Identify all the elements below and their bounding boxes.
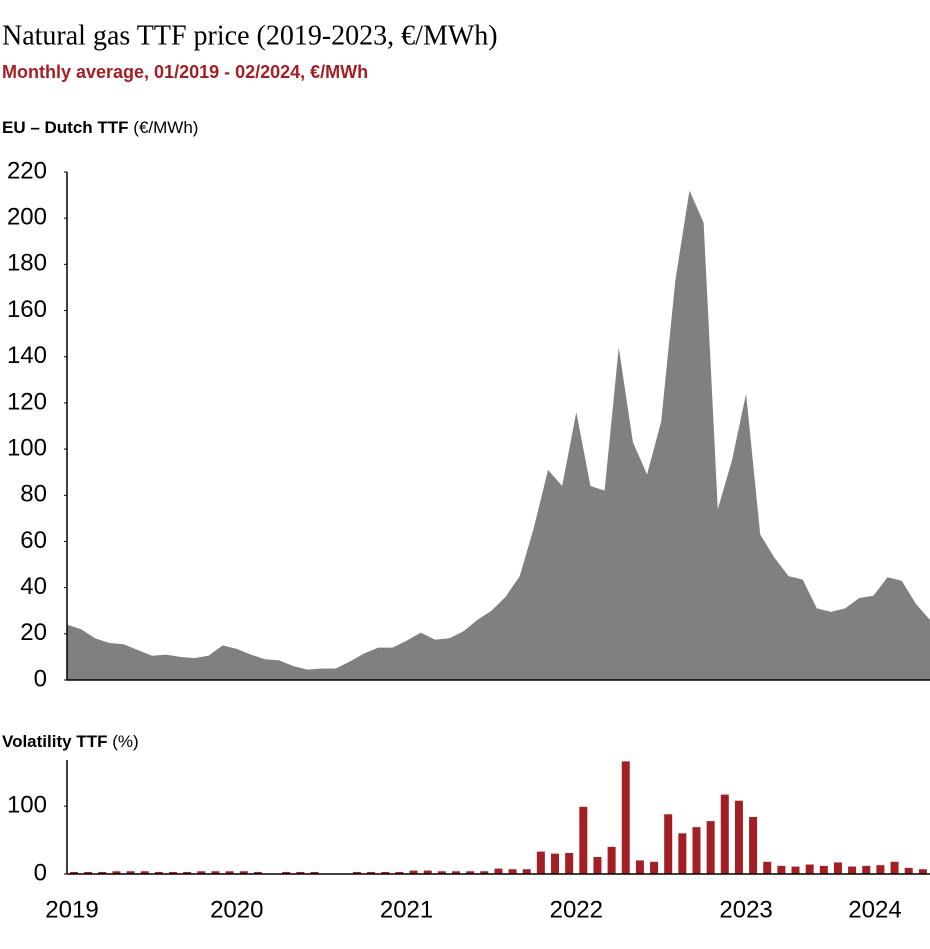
x-tick-label: 2020 [210,896,263,923]
bar [565,852,574,874]
y-tick-label: 200 [7,204,47,231]
y-tick-label: 0 [34,859,47,886]
bar [833,862,842,874]
bar [437,871,446,874]
bar [734,800,743,874]
bar [918,869,927,874]
bar [409,870,418,874]
bar [140,871,149,874]
bar [593,857,602,874]
bar [664,814,673,874]
bar [480,871,489,874]
bar [763,861,772,874]
x-tick-label: 2024 [848,896,901,923]
x-tick-label: 2022 [550,896,603,923]
bar [551,853,560,874]
bar [154,871,163,874]
bar [536,851,545,874]
bar [720,794,729,874]
bar [494,868,503,874]
bar [678,833,687,874]
panel-title: Volatility TTF [2,732,107,751]
bar [621,761,630,874]
bar [848,866,857,874]
bar [197,871,206,874]
bar [805,864,814,874]
y-tick-label: 100 [7,434,47,461]
y-tick-label: 120 [7,388,47,415]
y-tick-label: 40 [20,573,47,600]
bar [522,869,531,874]
bar [451,871,460,874]
chart-subtitle: Monthly average, 01/2019 - 02/2024, €/MW… [2,62,368,82]
bar [239,871,248,874]
x-tick-label: 2023 [719,896,772,923]
bar [211,871,220,874]
bar [777,865,786,874]
bar [423,870,432,874]
bar [183,871,192,874]
bar [706,821,715,874]
bar [98,871,107,874]
bar [466,871,475,874]
bar [579,806,588,874]
y-tick-label: 140 [7,342,47,369]
bar [253,871,262,874]
bar [395,871,404,874]
y-tick-label: 160 [7,296,47,323]
x-tick-label: 2019 [45,896,98,923]
bar [692,827,701,874]
y-tick-label: 60 [20,527,47,554]
panel-label: Volatility TTF (%) [2,732,139,751]
y-tick-label: 220 [7,157,47,184]
bar [112,871,121,874]
bar [650,861,659,874]
bar [862,865,871,874]
y-tick-label: 80 [20,481,47,508]
y-tick-label: 100 [7,791,47,818]
chart-title: Natural gas TTF price (2019-2023, €/MWh) [2,20,498,51]
bar [819,865,828,874]
bar [70,871,78,874]
y-tick-label: 20 [20,619,47,646]
bar [890,861,899,874]
bar [310,871,319,874]
bar [607,846,616,874]
y-tick-label: 180 [7,250,47,277]
bar [791,866,800,874]
bar [508,869,517,874]
panel-label: EU – Dutch TTF (€/MWh) [2,118,198,137]
x-tick-label: 2021 [380,896,433,923]
y-tick-label: 0 [34,665,47,692]
bar [84,871,93,874]
price-area [67,190,930,681]
bar [352,871,361,874]
bar [282,871,291,874]
bar [381,871,390,874]
panel-unit: (€/MWh) [133,118,198,137]
bar [367,871,376,874]
bar [904,867,913,874]
bar [169,871,178,874]
bar [749,817,758,874]
panel-title: EU – Dutch TTF [2,118,129,137]
bar [296,871,305,874]
panel-unit: (%) [112,732,138,751]
bar [126,871,135,874]
bar [876,865,885,874]
bar [635,860,644,874]
bar [225,871,234,874]
